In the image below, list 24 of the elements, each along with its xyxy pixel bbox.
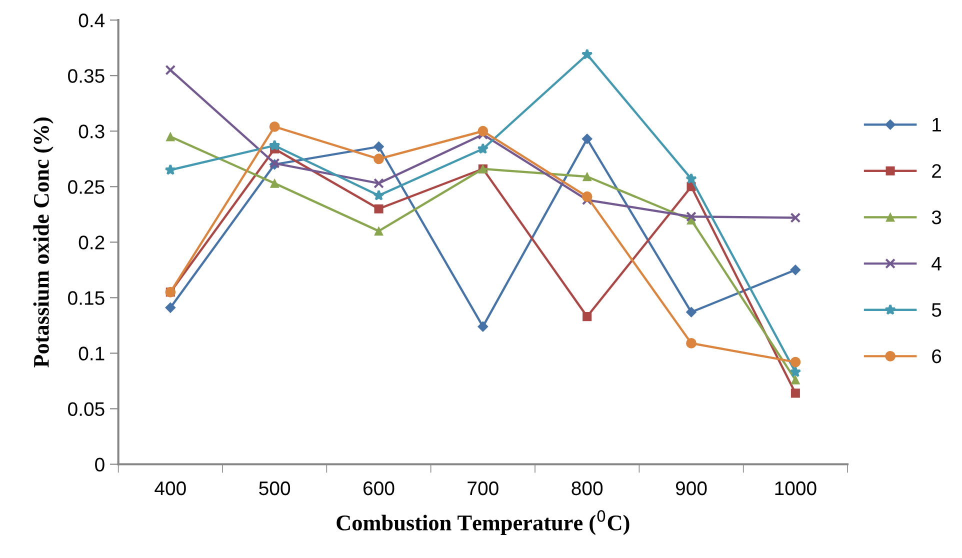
y-tick-label: 0.05 [68,402,104,416]
y-tick-label: 0.1 [78,346,104,360]
y-tick-label: 0.4 [78,14,105,28]
y-tick-label: 0.2 [78,236,104,250]
y-tick-label: 0.35 [68,69,104,83]
x-tick-label: 600 [364,481,394,496]
x-tick-label: 1000 [775,481,816,496]
x-tick-label: 500 [259,481,290,496]
y-tick-label: 0.25 [68,180,104,194]
legend-label: 4 [932,256,942,270]
y-axis-title: Potassium oxide Conc (%) [33,118,54,368]
legend-label: 2 [932,164,941,178]
x-tick-label: 900 [676,481,707,496]
legend-label: 5 [932,303,942,317]
y-tick-label: 0.3 [78,124,104,138]
legend-label: 6 [932,349,942,364]
x-axis-title: Combustion Temperature ($^{0}$C) [336,510,630,535]
y-tick-label: 0.15 [68,291,104,305]
x-tick-label: 700 [468,481,498,496]
x-tick-label: 800 [572,481,603,496]
x-tick-label: 400 [154,481,186,496]
legend-label: 1 [932,118,941,132]
legend-label: 3 [932,210,942,224]
y-tick-label: 0 [95,458,104,472]
